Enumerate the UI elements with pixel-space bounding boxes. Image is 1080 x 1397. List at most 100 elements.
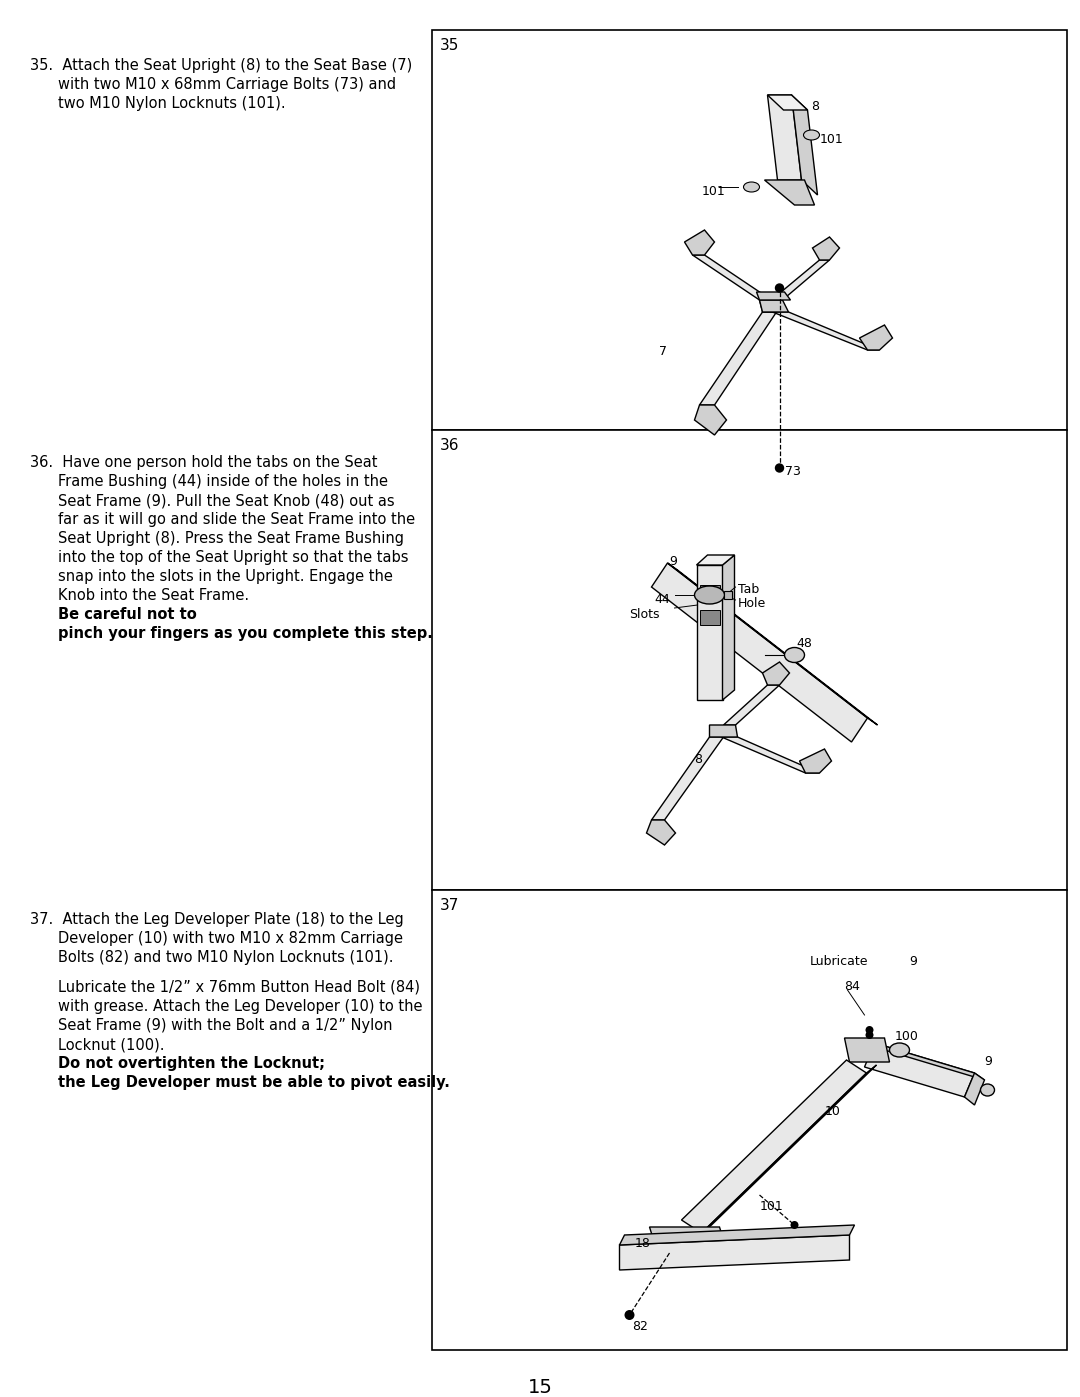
Text: far as it will go and slide the Seat Frame into the: far as it will go and slide the Seat Fra…: [58, 511, 415, 527]
Polygon shape: [710, 725, 738, 738]
Polygon shape: [860, 326, 892, 351]
Text: 36.  Have one person hold the tabs on the Seat: 36. Have one person hold the tabs on the…: [30, 455, 378, 469]
Polygon shape: [792, 95, 818, 196]
Text: the Leg Developer must be able to pivot easily.: the Leg Developer must be able to pivot …: [58, 1076, 450, 1090]
Text: Bolts (82) and two M10 Nylon Locknuts (101).: Bolts (82) and two M10 Nylon Locknuts (1…: [58, 950, 393, 965]
Ellipse shape: [890, 1044, 909, 1058]
Ellipse shape: [784, 647, 805, 662]
Text: 101: 101: [759, 1200, 783, 1213]
Bar: [432, 430, 1067, 890]
Text: into the top of the Seat Upright so that the tabs: into the top of the Seat Upright so that…: [58, 550, 408, 564]
Polygon shape: [697, 555, 734, 564]
Text: Seat Upright (8). Press the Seat Frame Bushing: Seat Upright (8). Press the Seat Frame B…: [58, 531, 404, 546]
Text: 8: 8: [694, 753, 702, 766]
Polygon shape: [768, 95, 801, 180]
Polygon shape: [685, 231, 715, 256]
Ellipse shape: [743, 182, 759, 191]
Text: 44: 44: [654, 592, 671, 606]
Polygon shape: [756, 292, 791, 300]
Polygon shape: [692, 256, 771, 300]
Ellipse shape: [804, 130, 820, 140]
Text: 37: 37: [440, 898, 459, 914]
Text: 82: 82: [633, 1320, 648, 1333]
Circle shape: [775, 464, 783, 472]
Text: 9: 9: [985, 1055, 993, 1067]
Text: 48: 48: [797, 637, 812, 650]
Polygon shape: [702, 1065, 877, 1234]
Polygon shape: [697, 564, 723, 700]
Polygon shape: [812, 237, 839, 260]
Text: Seat Frame (9). Pull the Seat Knob (48) out as: Seat Frame (9). Pull the Seat Knob (48) …: [58, 493, 394, 509]
Text: Frame Bushing (44) inside of the holes in the: Frame Bushing (44) inside of the holes i…: [58, 474, 388, 489]
Polygon shape: [721, 738, 820, 773]
Polygon shape: [964, 1073, 985, 1105]
Polygon shape: [759, 300, 788, 312]
Polygon shape: [654, 1243, 728, 1253]
Polygon shape: [724, 685, 780, 725]
Text: with two M10 x 68mm Carriage Bolts (73) and: with two M10 x 68mm Carriage Bolts (73) …: [58, 77, 396, 92]
Text: 7: 7: [660, 345, 667, 358]
Polygon shape: [771, 260, 829, 300]
Text: Lubricate the 1/2” x 76mm Button Head Bolt (84): Lubricate the 1/2” x 76mm Button Head Bo…: [58, 981, 420, 995]
Text: with grease. Attach the Leg Developer (10) to the: with grease. Attach the Leg Developer (1…: [58, 999, 422, 1014]
Text: Hole: Hole: [738, 597, 766, 610]
Ellipse shape: [694, 585, 725, 604]
Polygon shape: [694, 405, 727, 434]
Polygon shape: [864, 1044, 974, 1097]
Polygon shape: [700, 585, 719, 599]
Text: 8: 8: [811, 101, 820, 113]
Polygon shape: [768, 95, 808, 110]
Text: Lubricate: Lubricate: [810, 956, 868, 968]
Polygon shape: [765, 180, 814, 205]
Bar: [432, 29, 1067, 430]
Polygon shape: [620, 1235, 850, 1270]
Text: 73: 73: [784, 465, 800, 478]
Polygon shape: [681, 1060, 866, 1234]
Text: Developer (10) with two M10 x 82mm Carriage: Developer (10) with two M10 x 82mm Carri…: [58, 930, 403, 946]
Text: Be careful not to: Be careful not to: [58, 608, 197, 622]
Text: snap into the slots in the Upright. Engage the: snap into the slots in the Upright. Enga…: [58, 569, 393, 584]
Polygon shape: [723, 555, 734, 700]
Text: Slots: Slots: [630, 608, 660, 622]
Polygon shape: [772, 312, 879, 351]
Circle shape: [865, 1025, 874, 1034]
Text: 101: 101: [820, 133, 843, 147]
Polygon shape: [651, 563, 867, 742]
Text: two M10 Nylon Locknuts (101).: two M10 Nylon Locknuts (101).: [58, 96, 285, 110]
Text: 84: 84: [845, 981, 861, 993]
Polygon shape: [651, 738, 724, 820]
Text: pinch your fingers as you complete this step.: pinch your fingers as you complete this …: [58, 626, 433, 641]
Text: 35.  Attach the Seat Upright (8) to the Seat Base (7): 35. Attach the Seat Upright (8) to the S…: [30, 59, 413, 73]
Text: Do not overtighten the Locknut;: Do not overtighten the Locknut;: [58, 1056, 325, 1071]
Polygon shape: [647, 820, 675, 845]
Polygon shape: [700, 610, 719, 624]
Polygon shape: [845, 1038, 890, 1062]
Circle shape: [791, 1221, 798, 1229]
Text: 37.  Attach the Leg Developer Plate (18) to the Leg: 37. Attach the Leg Developer Plate (18) …: [30, 912, 404, 928]
Polygon shape: [667, 563, 877, 725]
Text: Locknut (100).: Locknut (100).: [58, 1037, 170, 1052]
Circle shape: [624, 1310, 635, 1320]
Polygon shape: [799, 749, 832, 773]
Text: 15: 15: [527, 1377, 553, 1397]
Polygon shape: [875, 1044, 985, 1080]
Text: 35: 35: [440, 38, 459, 53]
Text: 9: 9: [670, 555, 677, 569]
Polygon shape: [724, 591, 731, 599]
Text: 36: 36: [440, 439, 459, 453]
Text: 101: 101: [702, 184, 726, 198]
Text: Knob into the Seat Frame.: Knob into the Seat Frame.: [58, 588, 254, 604]
Polygon shape: [759, 300, 777, 312]
Circle shape: [775, 284, 783, 292]
Bar: [432, 890, 1067, 1350]
Text: Tab: Tab: [738, 583, 759, 597]
Text: 9: 9: [909, 956, 917, 968]
Text: 100: 100: [894, 1030, 918, 1044]
Polygon shape: [649, 1227, 725, 1243]
Polygon shape: [762, 662, 789, 685]
Circle shape: [865, 1031, 874, 1039]
Text: Seat Frame (9) with the Bolt and a 1/2” Nylon: Seat Frame (9) with the Bolt and a 1/2” …: [58, 1018, 392, 1032]
Text: 10: 10: [824, 1105, 840, 1118]
Polygon shape: [620, 1225, 854, 1245]
Ellipse shape: [981, 1084, 995, 1097]
